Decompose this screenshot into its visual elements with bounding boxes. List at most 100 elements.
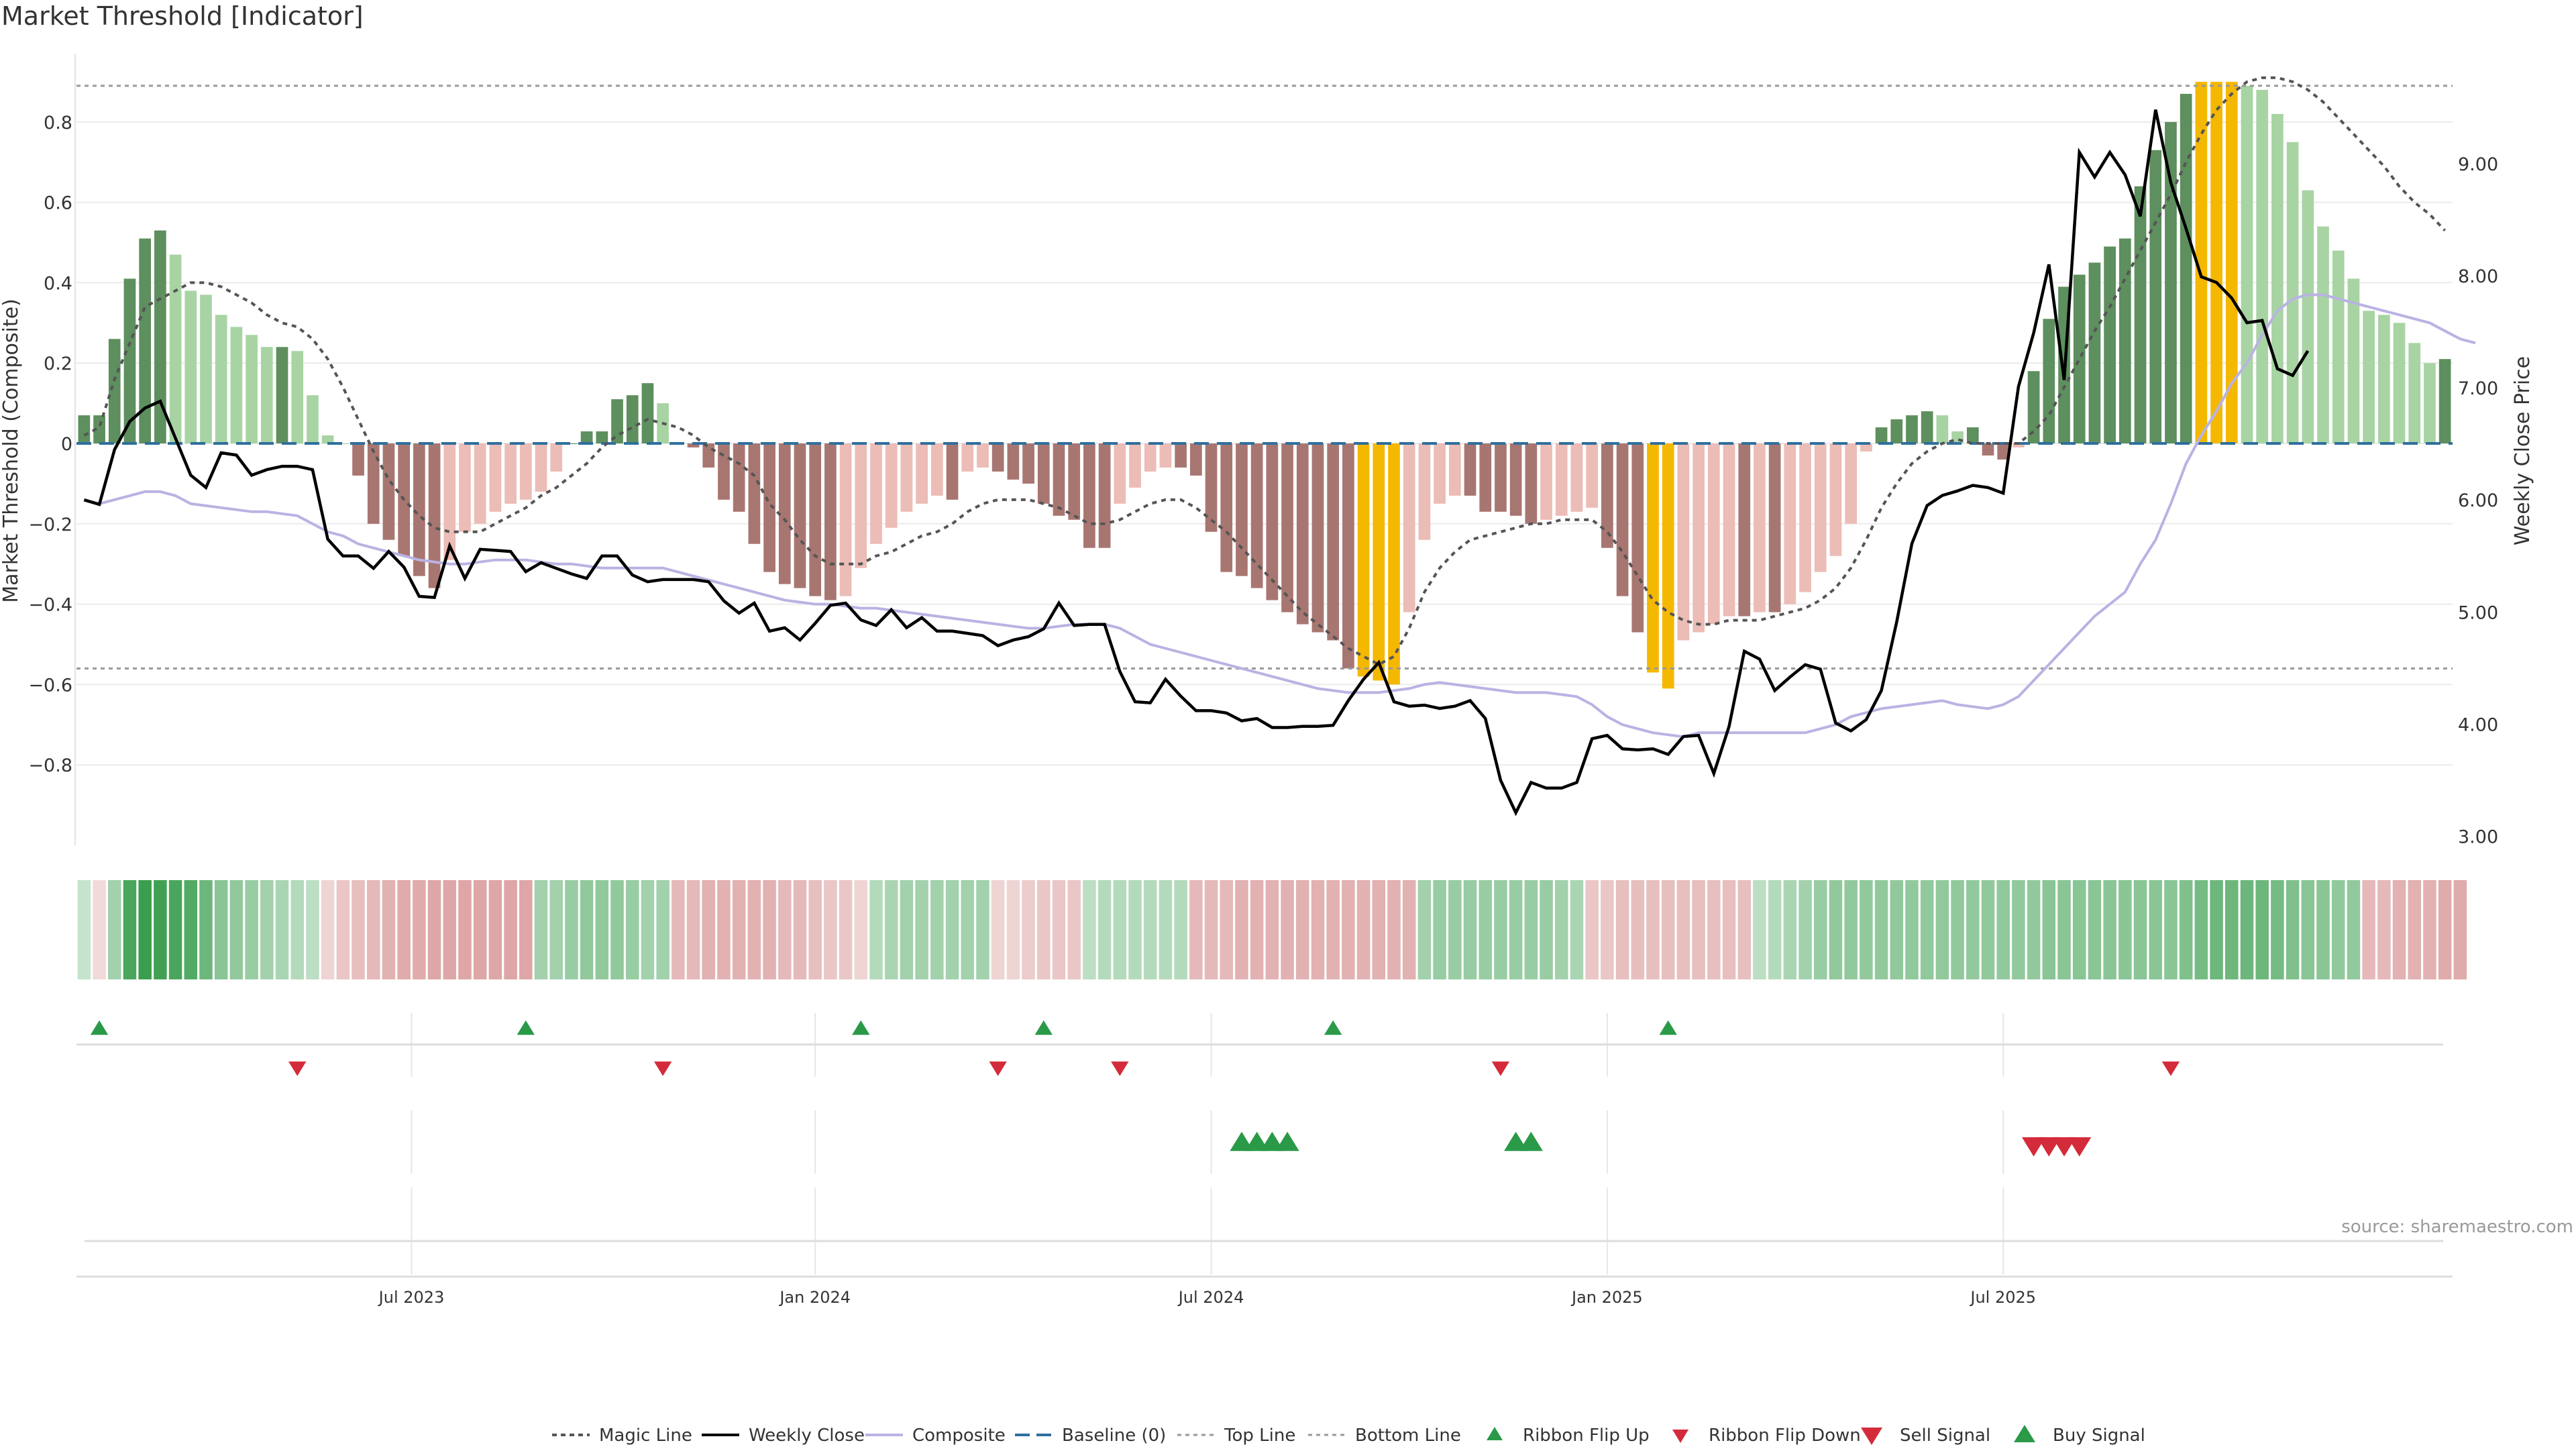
- ribbon-cell: [290, 880, 304, 979]
- ribbon-cell: [915, 880, 928, 979]
- ribbon-cell: [1311, 880, 1325, 979]
- ribbon-cell: [2179, 880, 2193, 979]
- composite-bar: [1220, 443, 1233, 572]
- ribbon-cell: [366, 880, 380, 979]
- legend-label: Baseline (0): [1062, 1426, 1166, 1446]
- ribbon-cell: [2423, 880, 2436, 979]
- composite-bar: [641, 383, 654, 444]
- composite-bar: [1296, 443, 1309, 625]
- ribbon-cell: [1692, 880, 1705, 979]
- ribbon-cell: [686, 880, 700, 979]
- ribbon-cell: [1265, 880, 1279, 979]
- y-left-axis-label: Market Threshold (Composite): [0, 299, 23, 603]
- legend-item: Ribbon Flip Down: [1672, 1426, 1861, 1446]
- composite-bar: [687, 443, 700, 448]
- ribbon-cell: [1676, 880, 1690, 979]
- ribbon-cell: [1037, 880, 1051, 979]
- ribbon-cell: [534, 880, 548, 979]
- ribbon-cell: [321, 880, 335, 979]
- composite-bar: [1631, 443, 1644, 633]
- ribbon-cell: [1387, 880, 1401, 979]
- ribbon-cell: [1509, 880, 1523, 979]
- composite-bar: [733, 443, 745, 512]
- ribbon-cell: [1159, 880, 1173, 979]
- composite-bar: [169, 254, 182, 444]
- composite-bar: [2104, 246, 2116, 444]
- composite-bar: [1388, 443, 1400, 685]
- composite-bar: [885, 443, 898, 528]
- ribbon-cell: [1829, 880, 1843, 979]
- ribbon-cell: [702, 880, 716, 979]
- legend-swatch: [1672, 1430, 1688, 1443]
- ribbon-cell: [154, 880, 167, 979]
- sell-signal-marker: [2037, 1137, 2061, 1157]
- composite-bar: [718, 443, 730, 500]
- ribbon-cell: [1174, 880, 1187, 979]
- ribbon-cell: [900, 880, 914, 979]
- ribbon-cell: [1113, 880, 1127, 979]
- ribbon-cell: [961, 880, 975, 979]
- composite-bar: [1098, 443, 1111, 548]
- legend-item: Buy Signal: [2014, 1425, 2145, 1446]
- composite-bar: [1250, 443, 1263, 588]
- ribbon-cell: [1646, 880, 1660, 979]
- composite-bar: [2073, 274, 2086, 444]
- legend-label: Sell Signal: [1900, 1426, 1990, 1446]
- composite-bar: [1509, 443, 1522, 516]
- composite-bar: [1829, 443, 1842, 556]
- ribbon-cell: [1585, 880, 1599, 979]
- composite-bar: [154, 230, 166, 444]
- legend-swatch: [2014, 1425, 2035, 1442]
- ribbon-cell: [382, 880, 396, 979]
- ribbon-cell: [1372, 880, 1386, 979]
- composite-bar: [1860, 443, 1872, 451]
- ribbon-cell: [717, 880, 731, 979]
- ribbon-cell: [229, 880, 244, 979]
- signal-markers: [76, 1020, 2453, 1278]
- ribbon-cell: [565, 880, 578, 979]
- ribbon-flip-up-marker: [90, 1020, 109, 1035]
- ribbon-flip-down-marker: [288, 1061, 307, 1076]
- composite-bar: [2195, 81, 2208, 444]
- ribbon-cell: [1220, 880, 1234, 979]
- legend-label: Weekly Close: [749, 1426, 865, 1446]
- buy-signal-marker: [1275, 1132, 1299, 1151]
- composite-bar: [1114, 443, 1126, 504]
- ribbon-cell: [2316, 880, 2330, 979]
- composite-bar: [930, 443, 943, 496]
- ribbon-cell: [2072, 880, 2086, 979]
- composite-bar: [1068, 443, 1081, 520]
- legend-label: Top Line: [1224, 1426, 1295, 1446]
- composite-bar: [1327, 443, 1340, 641]
- y-left-tick-label: −0.8: [28, 755, 72, 776]
- ribbon-cell: [458, 880, 472, 979]
- buy-signal-marker: [1245, 1132, 1269, 1151]
- ribbon-cell: [1067, 880, 1081, 979]
- composite-bar: [367, 443, 380, 524]
- magic-line: [83, 76, 2447, 666]
- ribbon-cell: [2286, 880, 2300, 979]
- ribbon-cell: [138, 880, 152, 979]
- composite-bar: [428, 443, 441, 588]
- ribbon-cell: [2271, 880, 2284, 979]
- weekly-close-line: [83, 109, 2310, 816]
- composite-bar: [276, 347, 288, 444]
- ribbon-flip-up-marker: [1324, 1020, 1342, 1035]
- composite-bar: [291, 351, 304, 444]
- ribbon-cell: [1996, 880, 2010, 979]
- composite-bar: [1022, 443, 1034, 484]
- composite-bar: [824, 443, 837, 600]
- ribbon-cell: [1661, 880, 1675, 979]
- ribbon-cell: [1250, 880, 1264, 979]
- composite-bar: [321, 435, 334, 444]
- composite-bar: [139, 238, 152, 444]
- ribbon-cell: [808, 880, 822, 979]
- ribbon-cell: [1951, 880, 1964, 979]
- ribbon-cell: [625, 880, 639, 979]
- ribbon-flip-up-marker: [1034, 1020, 1053, 1035]
- composite-bar: [1525, 443, 1538, 524]
- ribbon-cell: [1631, 880, 1645, 979]
- ribbon-cell: [336, 880, 350, 979]
- ribbon-cell: [1097, 880, 1112, 979]
- ribbon-cell: [1342, 880, 1355, 979]
